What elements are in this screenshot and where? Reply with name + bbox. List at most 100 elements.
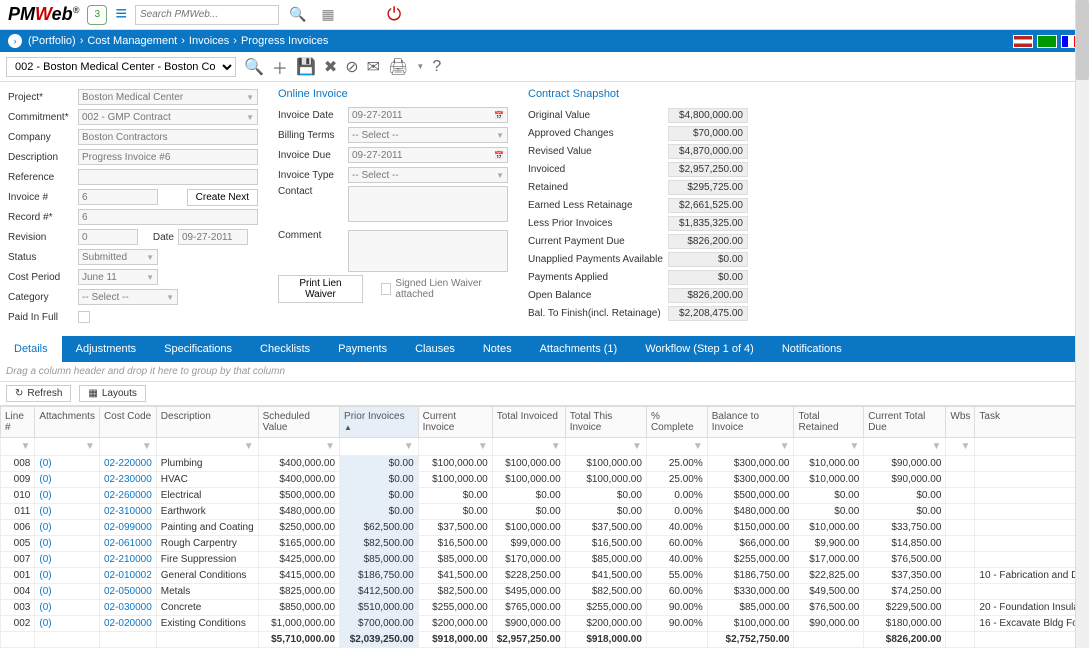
status-select[interactable]: Submitted▼ — [78, 249, 158, 265]
menu-icon[interactable]: ≡ — [115, 3, 127, 26]
power-icon[interactable]: ⏻ — [387, 4, 401, 25]
col-header[interactable]: Prior Invoices ▲ — [340, 407, 419, 438]
attachment-link[interactable]: (0) — [39, 586, 51, 597]
commitment-select[interactable]: 002 - GMP Contract▼ — [78, 109, 258, 125]
revision-field[interactable]: 0 — [78, 229, 138, 245]
search-icon[interactable]: 🔍 — [287, 4, 309, 26]
save-icon[interactable]: 💾 — [296, 57, 316, 77]
attachment-link[interactable]: (0) — [39, 602, 51, 613]
comment-textarea[interactable] — [348, 230, 508, 272]
record-no-field[interactable]: 6 — [78, 209, 258, 225]
col-header[interactable]: Total Retained — [794, 407, 864, 438]
attachment-link[interactable]: (0) — [39, 538, 51, 549]
layouts-button[interactable]: ▦Layouts — [79, 385, 145, 402]
project-select[interactable]: Boston Medical Center▼ — [78, 89, 258, 105]
paid-checkbox[interactable] — [78, 311, 90, 323]
tab-payments[interactable]: Payments — [324, 336, 401, 362]
table-row[interactable]: 009(0)02-230000HVAC$400,000.00$0.00$100,… — [1, 472, 1089, 488]
filter-icon[interactable]: ▼ — [325, 441, 335, 452]
grid-icon[interactable]: ▦ — [317, 4, 339, 26]
table-row[interactable]: 004(0)02-050000Metals$825,000.00$412,500… — [1, 584, 1089, 600]
costcode-link[interactable]: 02-010002 — [104, 570, 152, 581]
billing-terms-select[interactable]: -- Select --▼ — [348, 127, 508, 143]
attachment-link[interactable]: (0) — [39, 458, 51, 469]
record-select[interactable]: 002 - Boston Medical Center - Boston Con… — [6, 57, 236, 77]
table-row[interactable]: 002(0)02-020000Existing Conditions$1,000… — [1, 616, 1089, 632]
invoice-due-field[interactable]: 09-27-2011📅 — [348, 147, 508, 163]
date-field[interactable]: 09-27-2011 — [178, 229, 248, 245]
costcode-link[interactable]: 02-210000 — [104, 554, 152, 565]
col-header[interactable]: Task — [975, 407, 1089, 438]
scrollbar[interactable] — [1075, 0, 1089, 648]
cancel-icon[interactable]: ⊘ — [345, 57, 358, 77]
attachment-link[interactable]: (0) — [39, 570, 51, 581]
breadcrumb-item[interactable]: Progress Invoices — [241, 35, 328, 47]
col-header[interactable]: Total Invoiced — [492, 407, 565, 438]
col-header[interactable]: Line # — [1, 407, 35, 438]
filter-icon[interactable]: ▼ — [632, 441, 642, 452]
search-input[interactable] — [135, 5, 279, 25]
costcode-link[interactable]: 02-230000 — [104, 474, 152, 485]
table-row[interactable]: 010(0)02-260000Electrical$500,000.00$0.0… — [1, 488, 1089, 504]
tab-adjustments[interactable]: Adjustments — [62, 336, 151, 362]
breadcrumb-item[interactable]: Invoices — [189, 35, 229, 47]
invoice-type-select[interactable]: -- Select --▼ — [348, 167, 508, 183]
filter-icon[interactable]: ▼ — [961, 441, 971, 452]
costcode-link[interactable]: 02-220000 — [104, 458, 152, 469]
col-header[interactable]: Balance to Invoice — [707, 407, 794, 438]
flag-us-icon[interactable] — [1013, 35, 1033, 48]
table-row[interactable]: 003(0)02-030000Concrete$850,000.00$510,0… — [1, 600, 1089, 616]
cost-period-select[interactable]: June 11▼ — [78, 269, 158, 285]
attachment-link[interactable]: (0) — [39, 474, 51, 485]
filter-icon[interactable]: ▼ — [478, 441, 488, 452]
tab-notifications[interactable]: Notifications — [768, 336, 856, 362]
contact-textarea[interactable] — [348, 186, 508, 222]
col-header[interactable]: Current Invoice — [418, 407, 492, 438]
breadcrumb-item[interactable]: (Portfolio) — [28, 35, 76, 47]
refresh-button[interactable]: ↻Refresh — [6, 385, 71, 402]
col-header[interactable]: Attachments — [35, 407, 100, 438]
attachment-link[interactable]: (0) — [39, 490, 51, 501]
category-select[interactable]: -- Select --▼ — [78, 289, 178, 305]
create-next-button[interactable]: Create Next — [187, 189, 258, 206]
print-icon[interactable]: 🖨 — [388, 57, 408, 77]
col-header[interactable]: Description — [156, 407, 258, 438]
breadcrumb-back-icon[interactable]: › — [8, 34, 22, 48]
costcode-link[interactable]: 02-310000 — [104, 506, 152, 517]
filter-icon[interactable]: ▼ — [849, 441, 859, 452]
costcode-link[interactable]: 02-030000 — [104, 602, 152, 613]
signed-lien-checkbox[interactable] — [381, 283, 392, 295]
table-row[interactable]: 005(0)02-061000Rough Carpentry$165,000.0… — [1, 536, 1089, 552]
col-header[interactable]: Total This Invoice — [565, 407, 646, 438]
company-field[interactable]: Boston Contractors — [78, 129, 258, 145]
costcode-link[interactable]: 02-061000 — [104, 538, 152, 549]
filter-icon[interactable]: ▼ — [932, 441, 942, 452]
col-header[interactable]: Wbs — [946, 407, 975, 438]
breadcrumb-item[interactable]: Cost Management — [87, 35, 177, 47]
tab-specifications[interactable]: Specifications — [150, 336, 246, 362]
flag-br-icon[interactable] — [1037, 35, 1057, 48]
costcode-link[interactable]: 02-050000 — [104, 586, 152, 597]
table-row[interactable]: 001(0)02-010002General Conditions$415,00… — [1, 568, 1089, 584]
attachment-link[interactable]: (0) — [39, 522, 51, 533]
filter-icon[interactable]: ▼ — [780, 441, 790, 452]
col-header[interactable]: % Complete — [646, 407, 707, 438]
filter-icon[interactable]: ▼ — [85, 441, 95, 452]
add-icon[interactable]: ＋ — [272, 55, 288, 79]
email-icon[interactable]: ✉ — [367, 57, 380, 77]
col-header[interactable]: Cost Code — [99, 407, 156, 438]
col-header[interactable]: Scheduled Value — [258, 407, 339, 438]
table-row[interactable]: 007(0)02-210000Fire Suppression$425,000.… — [1, 552, 1089, 568]
col-header[interactable]: Current Total Due — [864, 407, 946, 438]
invoice-date-field[interactable]: 09-27-2011📅 — [348, 107, 508, 123]
tab-notes[interactable]: Notes — [469, 336, 526, 362]
costcode-link[interactable]: 02-099000 — [104, 522, 152, 533]
tab-clauses[interactable]: Clauses — [401, 336, 469, 362]
costcode-link[interactable]: 02-020000 — [104, 618, 152, 629]
description-field[interactable]: Progress Invoice #6 — [78, 149, 258, 165]
attachment-link[interactable]: (0) — [39, 554, 51, 565]
help-icon[interactable]: ? — [432, 58, 441, 76]
attachment-link[interactable]: (0) — [39, 618, 51, 629]
filter-icon[interactable]: ▼ — [404, 441, 414, 452]
table-row[interactable]: 006(0)02-099000Painting and Coating$250,… — [1, 520, 1089, 536]
